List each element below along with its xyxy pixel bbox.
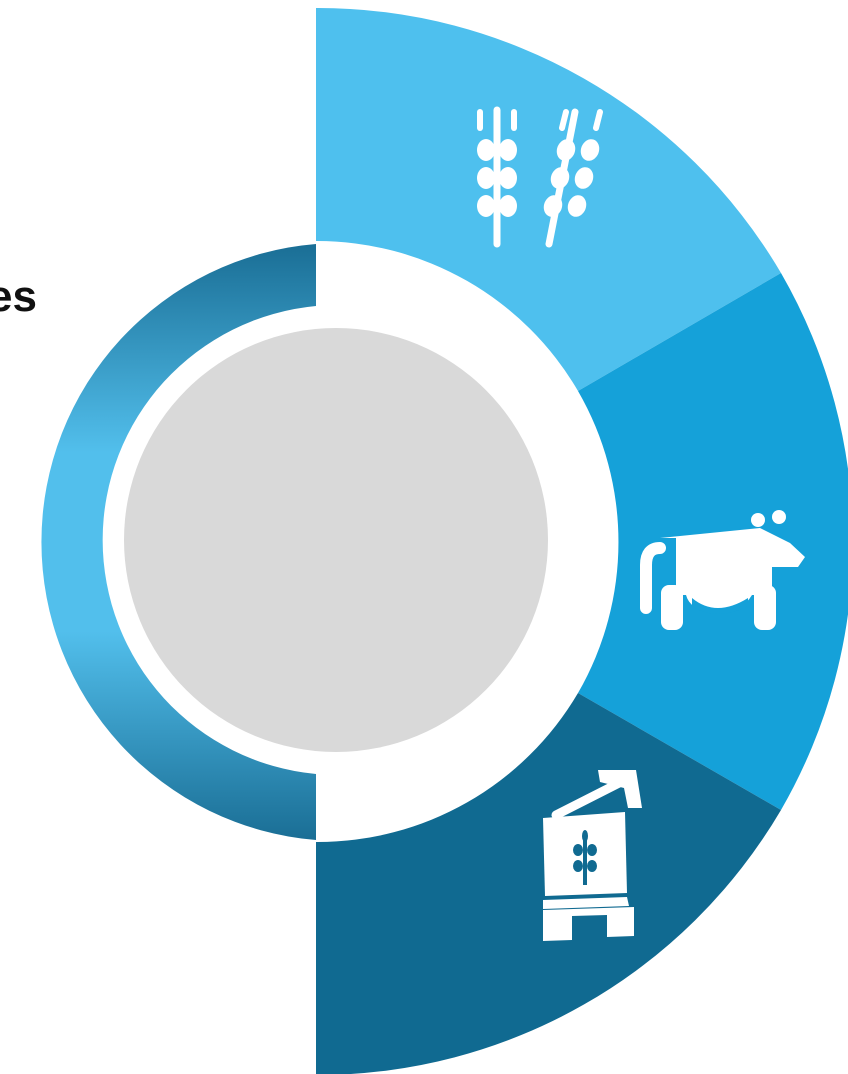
grain-silo-growth-icon xyxy=(543,770,642,941)
center-disc xyxy=(124,328,548,752)
inner-left-ring xyxy=(41,244,316,840)
cow-icon xyxy=(640,510,805,630)
side-label: es xyxy=(0,272,37,321)
wheat-icon xyxy=(477,106,603,248)
